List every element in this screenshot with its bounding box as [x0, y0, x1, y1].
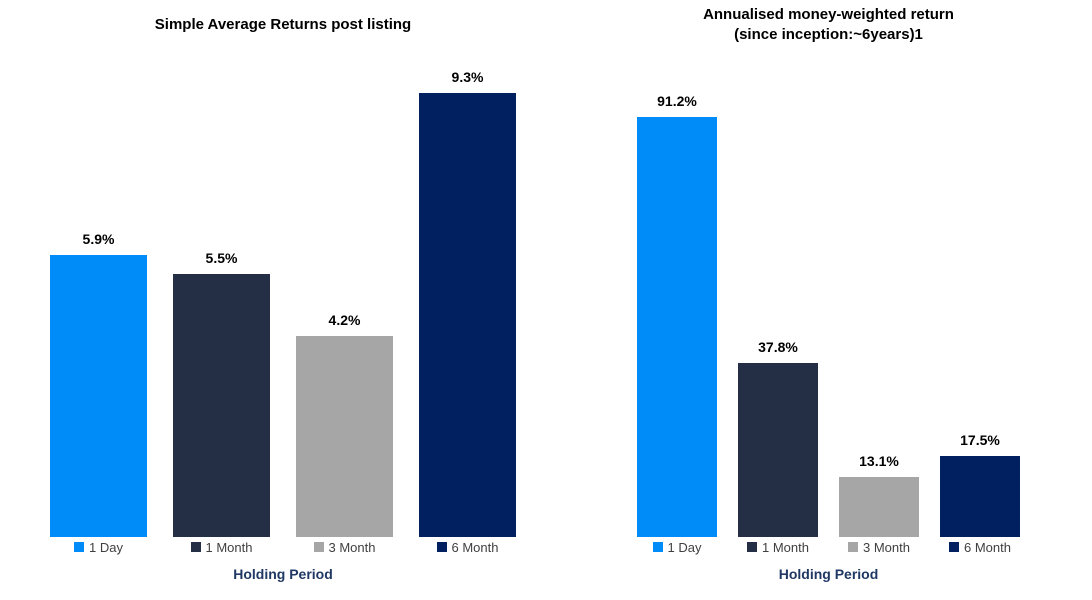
chart-annualised-money-weighted-return: Annualised money-weighted return (since …	[637, 0, 1020, 600]
legend-entry-1-month: 1 Month	[738, 540, 818, 555]
bar-value-label: 17.5%	[960, 432, 1000, 448]
legend-entry-1-month: 1 Month	[173, 540, 270, 555]
legend-entry-6-month: 6 Month	[419, 540, 516, 555]
legend-marker-icon-3-month	[313, 542, 324, 552]
plot-area: 5.9% 5.5% 4.2% 9.3%	[50, 50, 516, 537]
bar-column-1-month: 37.8%	[738, 339, 818, 537]
legend-label: 1 Day	[667, 539, 702, 555]
bar-3-month	[296, 336, 393, 537]
bar-6-month	[419, 93, 516, 537]
legend-marker-icon-6-month	[949, 542, 959, 552]
bar-1-day	[637, 117, 717, 537]
bar-value-label: 37.8%	[758, 339, 798, 355]
bar-value-label: 91.2%	[657, 93, 697, 109]
legend: 1 Day 1 Month 3 Month 6 Month	[637, 537, 1020, 557]
bar-value-label: 5.9%	[82, 231, 115, 247]
legend-marker-icon-1-month	[747, 542, 757, 552]
legend-marker-icon-6-month	[436, 542, 447, 552]
x-axis-title: Holding Period	[778, 566, 879, 582]
chart-simple-average-returns: Simple Average Returns post listing 5.9%…	[50, 0, 516, 600]
legend-label: 1 Month	[205, 539, 253, 555]
bar-1-month	[738, 363, 818, 537]
bar-6-month	[940, 456, 1020, 537]
legend-label: 6 Month	[451, 539, 499, 555]
bar-column-6-month: 9.3%	[419, 69, 516, 537]
legend-entry-3-month: 3 Month	[296, 540, 393, 555]
chart-title: Simple Average Returns post listing	[154, 16, 412, 33]
legend-label: 6 Month	[964, 539, 1011, 555]
legend-label: 3 Month	[863, 539, 910, 555]
bar-3-month	[839, 477, 919, 537]
bar-column-1-day: 5.9%	[50, 231, 147, 537]
x-axis-title-row: Holding Period	[637, 557, 1020, 600]
legend-marker-icon-3-month	[848, 542, 858, 552]
legend-marker-icon-1-day	[652, 542, 663, 552]
legend-entry-3-month: 3 Month	[839, 540, 919, 555]
bar-1-day	[50, 255, 147, 537]
bar-value-label: 4.2%	[328, 312, 361, 328]
x-axis-title: Holding Period	[233, 566, 333, 582]
bar-column-1-month: 5.5%	[173, 250, 270, 537]
bar-value-label: 5.5%	[205, 250, 238, 266]
legend-label: 3 Month	[328, 539, 376, 555]
bar-value-label: 13.1%	[859, 453, 899, 469]
chart-title-block: Annualised money-weighted return (since …	[637, 0, 1020, 50]
legend-label: 1 Day	[89, 539, 123, 555]
bar-column-3-month: 13.1%	[839, 453, 919, 537]
legend-marker-icon-1-day	[74, 542, 85, 552]
legend-entry-1-day: 1 Day	[50, 540, 147, 555]
bar-1-month	[173, 274, 270, 537]
legend-label: 1 Month	[762, 539, 809, 555]
plot-area: 91.2% 37.8% 13.1% 17.5%	[637, 50, 1020, 537]
chart-subtitle: (since inception:~6years)1	[734, 26, 923, 43]
legend: 1 Day 1 Month 3 Month 6 Month	[50, 537, 516, 557]
chart-title-block: Simple Average Returns post listing	[50, 0, 516, 50]
chart-title: Annualised money-weighted return	[703, 6, 954, 23]
bar-column-1-day: 91.2%	[637, 93, 717, 537]
bar-column-6-month: 17.5%	[940, 432, 1020, 537]
x-axis-title-row: Holding Period	[50, 557, 516, 600]
legend-marker-icon-1-month	[190, 542, 201, 552]
bar-value-label: 9.3%	[451, 69, 484, 85]
legend-entry-1-day: 1 Day	[637, 540, 717, 555]
bar-column-3-month: 4.2%	[296, 312, 393, 537]
legend-entry-6-month: 6 Month	[940, 540, 1020, 555]
